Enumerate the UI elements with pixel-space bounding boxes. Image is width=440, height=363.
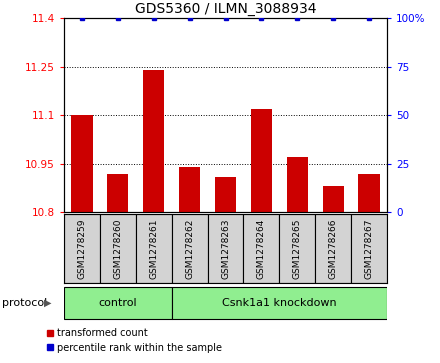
Text: GSM1278259: GSM1278259 [77, 219, 86, 280]
Text: protocol: protocol [2, 298, 48, 308]
Bar [179, 167, 200, 212]
Bar [286, 157, 308, 212]
Bar [71, 115, 92, 212]
Bar [143, 70, 165, 212]
Text: GSM1278260: GSM1278260 [113, 219, 122, 280]
Text: GSM1278263: GSM1278263 [221, 219, 230, 280]
Bar [243, 214, 279, 283]
Text: GSM1278261: GSM1278261 [149, 219, 158, 280]
Legend: transformed count, percentile rank within the sample: transformed count, percentile rank withi… [47, 328, 222, 353]
Bar [215, 177, 236, 212]
Bar [351, 214, 387, 283]
Bar [279, 214, 315, 283]
Text: GSM1278264: GSM1278264 [257, 219, 266, 280]
Text: ▶: ▶ [44, 298, 51, 308]
Bar [323, 187, 344, 212]
Text: Csnk1a1 knockdown: Csnk1a1 knockdown [222, 298, 337, 308]
Bar [100, 214, 136, 283]
Title: GDS5360 / ILMN_3088934: GDS5360 / ILMN_3088934 [135, 2, 316, 16]
Bar [64, 214, 100, 283]
Bar [172, 287, 387, 319]
Bar [251, 109, 272, 212]
Text: GSM1278262: GSM1278262 [185, 219, 194, 280]
Text: GSM1278267: GSM1278267 [365, 219, 374, 280]
Text: GSM1278266: GSM1278266 [329, 219, 338, 280]
Bar [172, 214, 208, 283]
Bar [107, 174, 128, 212]
Text: control: control [99, 298, 137, 308]
Text: GSM1278265: GSM1278265 [293, 219, 302, 280]
Bar [136, 214, 172, 283]
Bar [315, 214, 351, 283]
Bar [359, 174, 380, 212]
Bar [208, 214, 243, 283]
Bar [64, 287, 172, 319]
